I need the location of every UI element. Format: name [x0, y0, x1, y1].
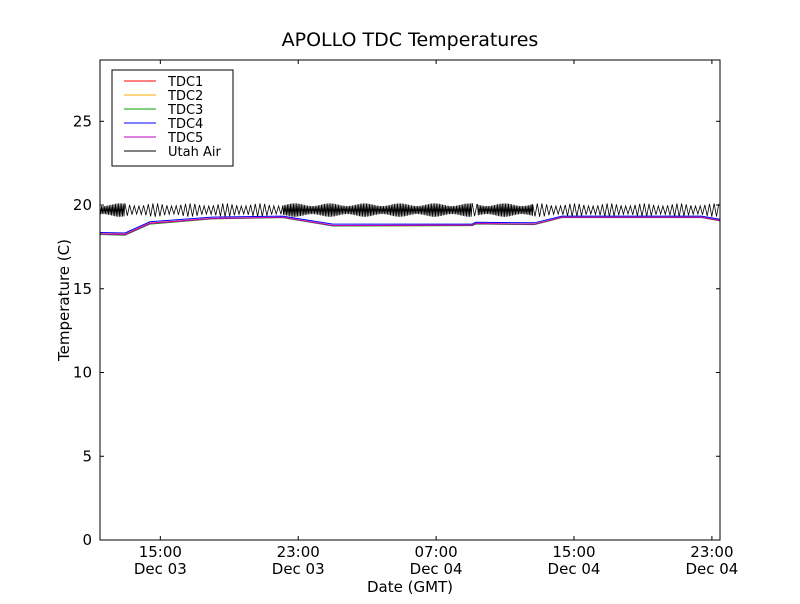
- legend-label: Utah Air: [168, 145, 221, 160]
- series-line-tdc5: [99, 216, 721, 236]
- y-tick-label: 25: [73, 112, 92, 130]
- legend-label: TDC3: [167, 103, 203, 118]
- y-axis-label: Temperature (C): [55, 239, 73, 362]
- y-tick-label: 20: [73, 196, 92, 214]
- x-tick-label: 23:00: [277, 543, 320, 561]
- x-tick-label: 15:00: [552, 543, 595, 561]
- y-tick-label: 10: [73, 364, 92, 382]
- chart-title: APOLLO TDC Temperatures: [282, 29, 539, 51]
- series-line-utah-air: [99, 203, 720, 217]
- x-tick-sublabel: Dec 04: [410, 560, 463, 578]
- y-tick-label: 5: [82, 447, 92, 465]
- x-axis-label: Date (GMT): [367, 578, 453, 596]
- x-tick-sublabel: Dec 03: [134, 560, 187, 578]
- x-tick-sublabel: Dec 04: [685, 560, 738, 578]
- y-tick-label: 15: [73, 280, 92, 298]
- x-tick-label: 15:00: [139, 543, 182, 561]
- x-tick-label: 23:00: [690, 543, 733, 561]
- y-tick-label: 0: [82, 531, 92, 549]
- x-tick-sublabel: Dec 04: [548, 560, 601, 578]
- legend-label: TDC2: [167, 89, 203, 104]
- x-tick-label: 07:00: [414, 543, 457, 561]
- legend-label: TDC1: [167, 75, 203, 90]
- plot-frame: [99, 59, 721, 541]
- series-line-tdc4: [99, 215, 721, 234]
- x-tick-sublabel: Dec 03: [272, 560, 325, 578]
- legend-label: TDC5: [167, 131, 203, 146]
- legend-label: TDC4: [167, 117, 203, 132]
- legend-box: [111, 69, 234, 167]
